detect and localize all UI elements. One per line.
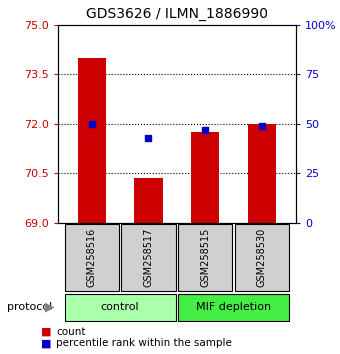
- Text: GSM258517: GSM258517: [143, 228, 153, 287]
- Text: count: count: [56, 327, 86, 337]
- Text: ■: ■: [41, 338, 51, 348]
- Text: MIF depletion: MIF depletion: [196, 302, 271, 312]
- Text: percentile rank within the sample: percentile rank within the sample: [56, 338, 232, 348]
- FancyBboxPatch shape: [65, 293, 176, 321]
- Text: protocol: protocol: [7, 302, 52, 312]
- FancyBboxPatch shape: [178, 293, 289, 321]
- Text: ■: ■: [41, 327, 51, 337]
- FancyBboxPatch shape: [121, 224, 176, 291]
- Title: GDS3626 / ILMN_1886990: GDS3626 / ILMN_1886990: [86, 7, 268, 21]
- Bar: [78, 58, 106, 223]
- FancyBboxPatch shape: [65, 224, 119, 291]
- Text: control: control: [101, 302, 139, 312]
- Bar: [191, 132, 219, 223]
- FancyBboxPatch shape: [235, 224, 289, 291]
- FancyBboxPatch shape: [178, 224, 232, 291]
- Text: GSM258530: GSM258530: [257, 228, 267, 287]
- Bar: [248, 124, 276, 223]
- Text: ▶: ▶: [45, 301, 54, 314]
- Text: GSM258515: GSM258515: [200, 228, 210, 287]
- Text: GSM258516: GSM258516: [87, 228, 97, 287]
- Bar: [134, 178, 163, 223]
